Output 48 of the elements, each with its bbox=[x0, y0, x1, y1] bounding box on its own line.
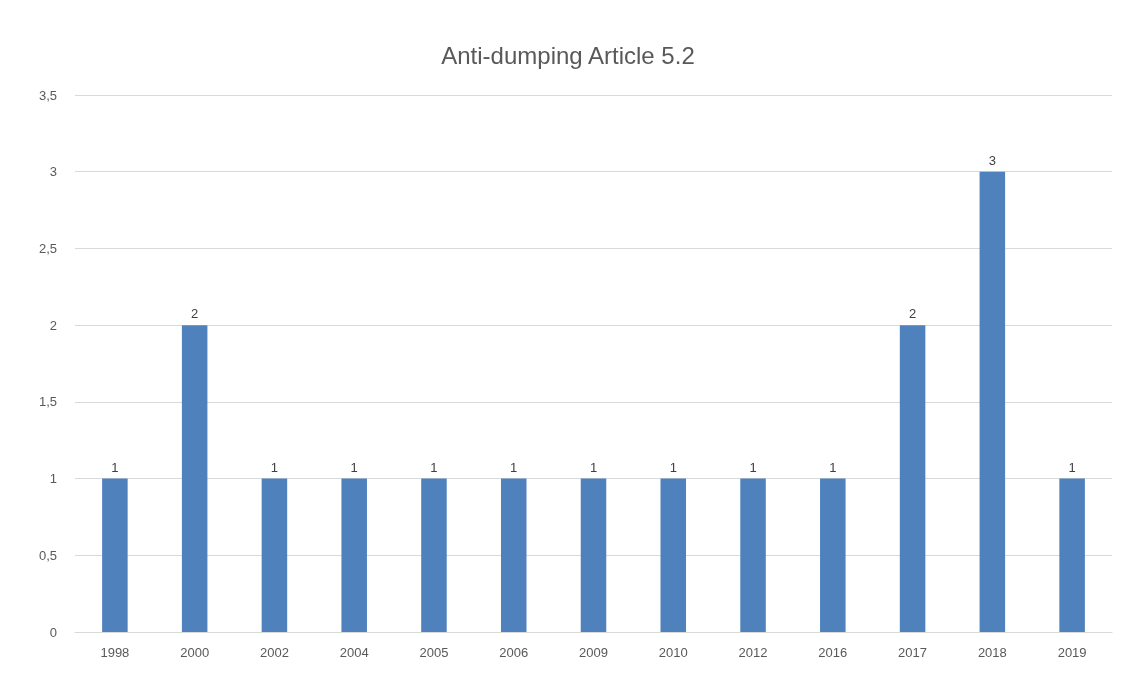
x-tick-label: 2006 bbox=[499, 645, 529, 660]
bar bbox=[899, 325, 926, 632]
bar bbox=[421, 478, 447, 632]
y-tick-label: 2,5 bbox=[38, 240, 57, 256]
x-tick-label: 2018 bbox=[977, 645, 1007, 660]
data-label: 3 bbox=[988, 152, 996, 168]
x-tick-label: 2010 bbox=[658, 645, 688, 660]
data-label: 1 bbox=[669, 459, 677, 475]
chart-title: Anti-dumping Article 5.2 bbox=[441, 41, 695, 69]
y-tick-label: 0,5 bbox=[38, 547, 57, 563]
data-label: 1 bbox=[510, 459, 518, 475]
x-tick-label: 1998 bbox=[100, 645, 130, 660]
bar bbox=[740, 478, 766, 632]
x-tick-label: 2012 bbox=[738, 645, 768, 660]
data-label: 1 bbox=[589, 459, 598, 475]
bar bbox=[261, 478, 288, 632]
data-label: 1 bbox=[1068, 459, 1076, 475]
y-tick-label: 3 bbox=[49, 164, 57, 180]
x-tick-label: 2019 bbox=[1057, 645, 1087, 660]
bar bbox=[102, 478, 128, 632]
bar bbox=[820, 478, 846, 632]
data-label: 1 bbox=[749, 459, 757, 475]
data-label: 2 bbox=[908, 306, 917, 322]
y-tick-label: 3,5 bbox=[38, 87, 57, 103]
x-tick-label: 2004 bbox=[339, 645, 369, 660]
y-tick-label: 1,5 bbox=[38, 394, 57, 410]
bar bbox=[341, 478, 367, 632]
data-label: 1 bbox=[111, 459, 119, 475]
x-tick-label: 2009 bbox=[579, 645, 608, 660]
x-tick-label: 2017 bbox=[898, 645, 928, 660]
bar bbox=[979, 171, 1006, 632]
y-tick-label: 1 bbox=[49, 471, 57, 487]
bar bbox=[1059, 478, 1085, 632]
x-tick-label: 2002 bbox=[259, 645, 289, 660]
data-label: 1 bbox=[270, 459, 279, 475]
bar bbox=[500, 478, 527, 632]
y-tick-label: 0 bbox=[49, 624, 57, 640]
bar bbox=[580, 478, 607, 632]
y-tick-label: 2 bbox=[49, 317, 57, 333]
bar bbox=[660, 478, 687, 632]
data-label: 1 bbox=[829, 459, 837, 475]
data-label: 2 bbox=[191, 306, 199, 322]
data-label: 1 bbox=[430, 459, 438, 475]
data-label: 1 bbox=[350, 459, 358, 475]
x-tick-label: 2016 bbox=[818, 645, 848, 660]
x-tick-label: 2000 bbox=[180, 645, 210, 660]
bar bbox=[181, 325, 208, 632]
x-tick-label: 2005 bbox=[419, 645, 449, 660]
